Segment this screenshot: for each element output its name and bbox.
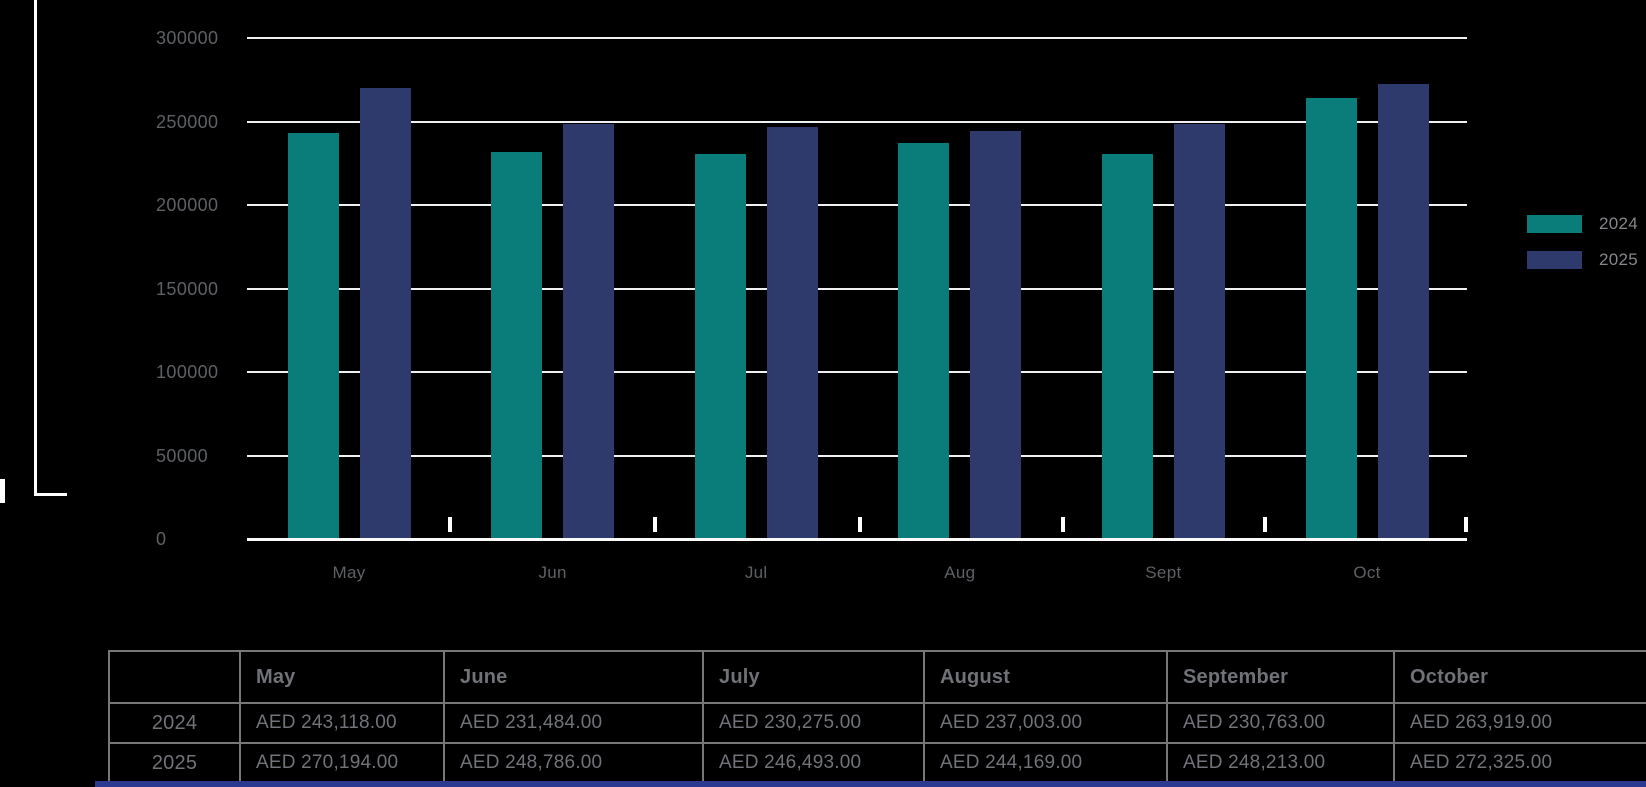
y-axis-tick-label: 200000 (156, 195, 219, 215)
table-row-header: 2024 (108, 702, 241, 744)
table-cell-value: AED 243,118.00 (239, 702, 445, 744)
table-row-header: 2025 (108, 742, 241, 784)
table-cell-value: AED 272,325.00 (1393, 742, 1646, 784)
table-row-2025: 2025 AED 270,194.00 AED 248,786.00 AED 246,… (108, 742, 1646, 784)
bar-2024-jul (694, 154, 746, 539)
table-cell-value: AED 270,194.00 (239, 742, 445, 784)
table-column-header-october: October (1393, 650, 1646, 704)
group-separator-tick (653, 517, 657, 532)
table-cell-value: AED 230,275.00 (702, 702, 925, 744)
x-axis-baseline (247, 538, 1467, 541)
table-cell-value: AED 244,169.00 (923, 742, 1168, 784)
gridline (247, 371, 1467, 373)
legend-label: 2024 (1599, 214, 1639, 233)
bar-2025-sept (1173, 124, 1225, 539)
y-axis-tick-label: 50000 (156, 445, 209, 466)
group-separator-tick (448, 517, 452, 532)
left-bracket-foot (34, 493, 67, 496)
group-separator-tick (1263, 517, 1267, 532)
table-cell-value: AED 231,484.00 (443, 702, 704, 744)
bar-2024-aug (898, 143, 950, 539)
y-axis-tick-label: 300000 (156, 28, 219, 48)
legend-item-2025: 2025 (1527, 250, 1638, 270)
gridline (247, 454, 1467, 457)
group-separator-tick (1464, 517, 1468, 532)
bar-2024-may (287, 132, 339, 539)
gridline (247, 120, 1467, 123)
table-column-header-september: September (1166, 650, 1395, 704)
y-axis-tick-label: 250000 (156, 111, 219, 132)
bar-2024-sept (1101, 153, 1153, 539)
table-corner-cell (108, 650, 241, 704)
table-column-header-july: July (702, 650, 925, 704)
gridline (247, 37, 1467, 39)
x-axis-label-sept: Sept (1145, 563, 1182, 582)
table-column-header-may: May (239, 650, 445, 704)
bar-2024-oct (1305, 98, 1357, 539)
legend-label: 2025 (1599, 250, 1639, 269)
x-axis-label-may: May (332, 563, 366, 582)
table-row-2024: 2024 AED 243,118.00 AED 231,484.00 AED 230,… (108, 702, 1646, 744)
bottom-accent-bar (95, 781, 1646, 787)
group-separator-tick (1061, 517, 1065, 532)
y-axis-tick-label: 100000 (156, 362, 219, 382)
bar-2024-jun (491, 152, 543, 539)
legend-swatch-2025 (1527, 251, 1582, 269)
table-cell-value: AED 248,213.00 (1166, 742, 1395, 784)
bar-2025-jul (766, 127, 818, 539)
table-column-header-august: August (923, 650, 1168, 704)
table-column-header-june: June (443, 650, 704, 704)
table-header-row: May June July August September October (108, 650, 1646, 704)
group-separator-tick (858, 517, 862, 532)
x-axis-label-jul: Jul (744, 563, 768, 582)
gridline (247, 204, 1467, 206)
table-cell-value: AED 263,919.00 (1393, 702, 1646, 744)
y-axis-tick-label: 150000 (156, 278, 219, 299)
y-axis-tick-label: 0 (156, 529, 167, 549)
gridline (247, 287, 1467, 290)
bar-2025-aug (970, 131, 1022, 539)
table-cell-value: AED 230,763.00 (1166, 702, 1395, 744)
monthly-data-table: May June July August September October 2024 AE… (108, 650, 1646, 784)
x-axis-label-jun: Jun (538, 563, 567, 582)
x-axis-label-aug: Aug (944, 563, 976, 582)
legend-item-2024: 2024 (1527, 214, 1638, 234)
legend-swatch-2024 (1527, 215, 1582, 233)
table-cell-value: AED 237,003.00 (923, 702, 1168, 744)
x-axis-label-oct: Oct (1353, 563, 1381, 582)
left-edge-mark (0, 479, 5, 503)
bar-2025-jun (563, 123, 615, 539)
bar-2025-may (359, 87, 411, 539)
bar-2025-oct (1377, 84, 1429, 539)
table-cell-value: AED 248,786.00 (443, 742, 704, 784)
left-bracket-line (34, 0, 37, 496)
table-cell-value: AED 246,493.00 (702, 742, 925, 784)
